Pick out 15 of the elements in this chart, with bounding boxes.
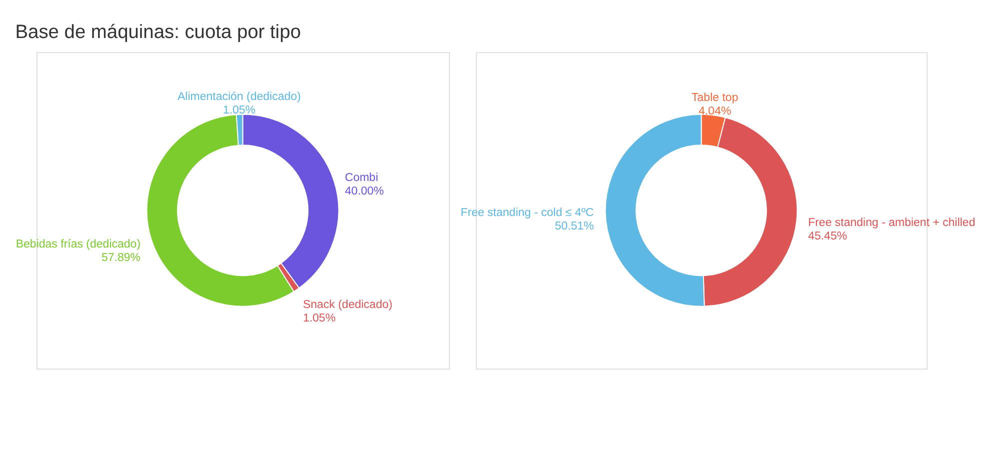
- data-label: 4.04%: [698, 105, 732, 118]
- slice-label: Table top: [692, 92, 738, 104]
- slice-label: Snack (dedicado): [302, 299, 393, 311]
- chart-title: Base de máquinas: cuota por tipo: [15, 22, 301, 44]
- data-label: 57.89%: [102, 252, 141, 264]
- slice-label: Free standing - ambient + chilled: [808, 217, 976, 230]
- data-label: 1.05%: [302, 312, 336, 324]
- slice-label: Free standing - cold ≤ 4ºC: [460, 206, 594, 219]
- data-label: 50.51%: [554, 220, 594, 232]
- data-label: 45.45%: [808, 230, 848, 243]
- slice-label: Alimentación (dedicado): [177, 91, 302, 104]
- slice-label: Bebidas frías (dedicado): [16, 238, 141, 250]
- data-label: 1.05%: [222, 104, 256, 117]
- data-label: 40.00%: [344, 185, 384, 198]
- slice-label: Combi: [344, 172, 378, 184]
